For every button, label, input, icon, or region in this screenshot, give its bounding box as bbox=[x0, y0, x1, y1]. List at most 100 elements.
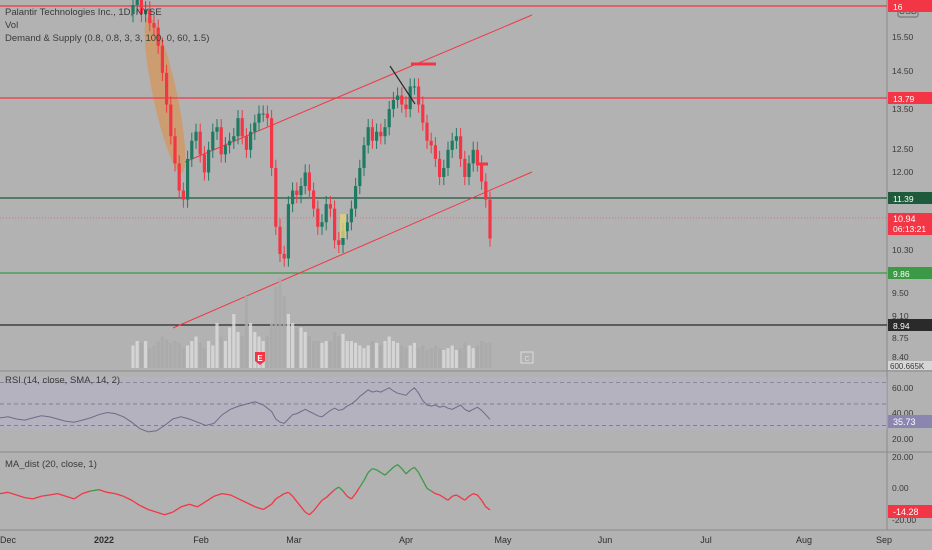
candle-body[interactable] bbox=[475, 149, 479, 164]
ma-dist-segment bbox=[452, 494, 457, 497]
candle-body[interactable] bbox=[198, 131, 202, 155]
candle-body[interactable] bbox=[442, 167, 446, 177]
candle-body[interactable] bbox=[202, 154, 206, 173]
candle-body[interactable] bbox=[295, 190, 299, 196]
candle-body[interactable] bbox=[370, 127, 374, 141]
candle-body[interactable] bbox=[316, 208, 320, 227]
candle-body[interactable] bbox=[307, 172, 311, 191]
candle-body[interactable] bbox=[333, 208, 337, 241]
candle-body[interactable] bbox=[169, 104, 173, 137]
candle-body[interactable] bbox=[131, 5, 135, 15]
candle-body[interactable] bbox=[165, 72, 169, 105]
candle-body[interactable] bbox=[261, 113, 265, 115]
candle-body[interactable] bbox=[312, 190, 316, 209]
candle-body[interactable] bbox=[391, 100, 395, 110]
volume-bar bbox=[328, 341, 332, 368]
candle-body[interactable] bbox=[228, 140, 232, 146]
candle-body[interactable] bbox=[186, 158, 190, 200]
candle-body[interactable] bbox=[194, 131, 198, 141]
ma-dist-segment bbox=[180, 503, 190, 508]
candle-body[interactable] bbox=[291, 190, 295, 205]
candle-body[interactable] bbox=[396, 95, 400, 101]
candle-body[interactable] bbox=[328, 204, 332, 209]
candle-body[interactable] bbox=[362, 145, 366, 168]
ma-dist-segment bbox=[16, 494, 25, 499]
candle-body[interactable] bbox=[349, 208, 353, 223]
candle-body[interactable] bbox=[144, 9, 148, 15]
candle-body[interactable] bbox=[383, 127, 387, 137]
candle-body[interactable] bbox=[438, 158, 442, 177]
candle-body[interactable] bbox=[223, 145, 227, 155]
candle-body[interactable] bbox=[303, 172, 307, 187]
candle-body[interactable] bbox=[421, 104, 425, 123]
candle-body[interactable] bbox=[278, 226, 282, 254]
candle-body[interactable] bbox=[160, 45, 164, 73]
candle-body[interactable] bbox=[454, 136, 458, 141]
candle-body[interactable] bbox=[207, 149, 211, 173]
candle-body[interactable] bbox=[484, 181, 488, 200]
candle-body[interactable] bbox=[387, 109, 391, 128]
candle-body[interactable] bbox=[417, 86, 421, 105]
candle-body[interactable] bbox=[345, 222, 349, 232]
candle-body[interactable] bbox=[450, 140, 454, 150]
candle-body[interactable] bbox=[459, 136, 463, 159]
rsi-tick-label: 60.00 bbox=[892, 383, 914, 393]
candle-body[interactable] bbox=[236, 118, 240, 137]
candle-body[interactable] bbox=[446, 149, 450, 168]
candle-body[interactable] bbox=[173, 136, 177, 164]
time-axis[interactable]: Dec 2022 Feb Mar Apr May Jun Jul Aug Sep bbox=[0, 535, 892, 545]
candle-body[interactable] bbox=[375, 131, 379, 141]
earnings-marker[interactable] bbox=[255, 352, 265, 365]
candle-body[interactable] bbox=[463, 158, 467, 177]
candle-body[interactable] bbox=[425, 122, 429, 141]
candle-body[interactable] bbox=[156, 27, 160, 46]
candle-body[interactable] bbox=[139, 0, 143, 15]
candle-body[interactable] bbox=[358, 167, 362, 187]
candle-body[interactable] bbox=[190, 140, 194, 159]
candle-body[interactable] bbox=[177, 163, 181, 191]
candle-body[interactable] bbox=[433, 145, 437, 159]
candle-body[interactable] bbox=[480, 163, 484, 182]
candle-body[interactable] bbox=[244, 136, 248, 150]
candlesticks[interactable] bbox=[131, 0, 492, 267]
candle-body[interactable] bbox=[282, 253, 286, 259]
candle-body[interactable] bbox=[265, 113, 269, 119]
candle-body[interactable] bbox=[211, 131, 215, 150]
volume-bar bbox=[396, 342, 400, 368]
candle-body[interactable] bbox=[337, 240, 341, 245]
candle-body[interactable] bbox=[412, 86, 416, 88]
candle-body[interactable] bbox=[299, 186, 303, 196]
candle-body[interactable] bbox=[324, 204, 328, 223]
candle-body[interactable] bbox=[286, 204, 290, 259]
candle-body[interactable] bbox=[240, 118, 244, 137]
candle-body[interactable] bbox=[152, 23, 156, 28]
candle-body[interactable] bbox=[488, 199, 492, 239]
volume-bar bbox=[291, 323, 295, 368]
candle-body[interactable] bbox=[467, 163, 471, 177]
candle-body[interactable] bbox=[181, 190, 185, 200]
candle-body[interactable] bbox=[366, 127, 370, 146]
candle-body[interactable] bbox=[257, 113, 261, 123]
ma-dist-line[interactable] bbox=[0, 464, 491, 516]
candle-body[interactable] bbox=[215, 127, 219, 132]
candle-body[interactable] bbox=[135, 0, 139, 5]
candle-body[interactable] bbox=[253, 122, 257, 132]
candle-body[interactable] bbox=[148, 9, 152, 24]
ma-dist-segment bbox=[8, 491, 17, 496]
candle-body[interactable] bbox=[429, 140, 433, 146]
candle-body[interactable] bbox=[404, 104, 408, 110]
candle-body[interactable] bbox=[270, 118, 274, 168]
candle-body[interactable] bbox=[341, 231, 345, 245]
candle-body[interactable] bbox=[354, 186, 358, 209]
candle-body[interactable] bbox=[471, 149, 475, 164]
dividend-marker[interactable] bbox=[520, 351, 534, 364]
candle-body[interactable] bbox=[232, 136, 236, 141]
candle-body[interactable] bbox=[249, 131, 253, 150]
candle-body[interactable] bbox=[379, 131, 383, 137]
rsi-line[interactable] bbox=[0, 387, 491, 433]
candle-body[interactable] bbox=[320, 222, 324, 227]
candle-body[interactable] bbox=[400, 95, 404, 105]
candle-body[interactable] bbox=[274, 167, 278, 227]
candle-body[interactable] bbox=[219, 127, 223, 155]
